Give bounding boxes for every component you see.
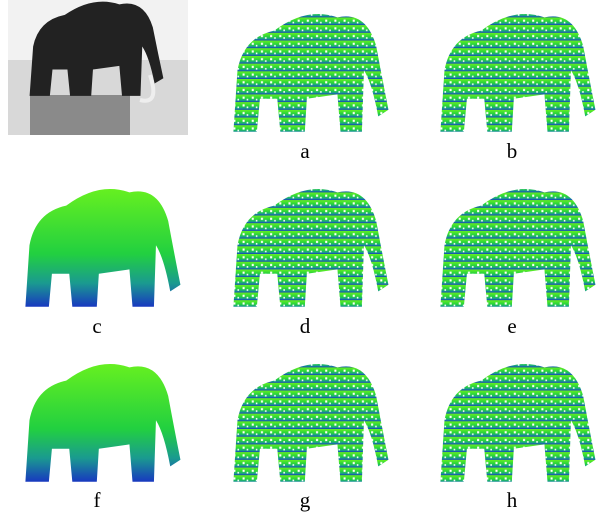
depth-map: [440, 189, 595, 307]
panel-label: e: [507, 314, 516, 338]
panel-label: d: [300, 314, 311, 338]
panel-label: f: [94, 488, 101, 512]
panel-label: g: [300, 488, 311, 512]
panel-label: a: [300, 139, 310, 163]
panel-label: c: [92, 314, 101, 338]
panel-label: b: [507, 139, 518, 163]
figure: a b c d e f g h: [0, 0, 596, 518]
depth-map: [25, 189, 180, 307]
depth-map: [440, 14, 595, 132]
depth-map: [440, 364, 595, 482]
depth-map: [233, 364, 388, 482]
panel-label: h: [507, 488, 518, 512]
depth-map: [233, 189, 388, 307]
photo: [8, 0, 188, 135]
depth-map: [25, 364, 180, 482]
depth-map: [233, 14, 388, 132]
